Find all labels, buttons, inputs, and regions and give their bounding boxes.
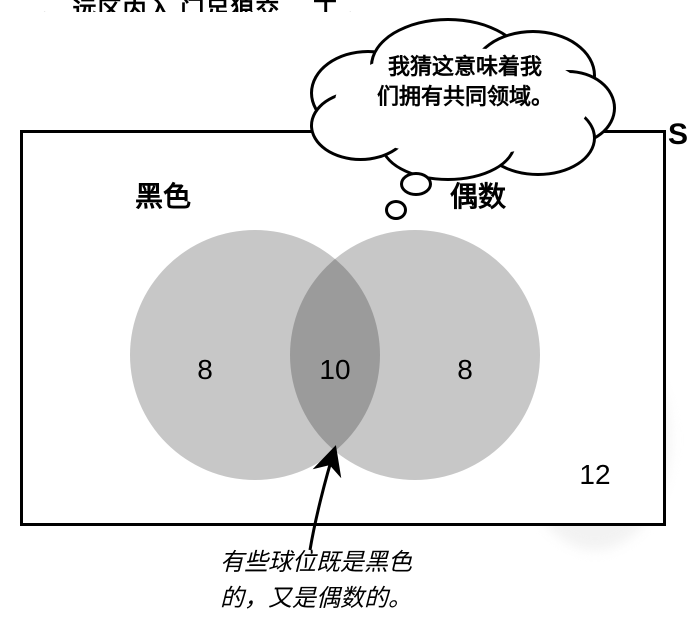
thought-dot (400, 172, 432, 196)
thought-bubble: 我猜这意味着我 们拥有共同领域。 (0, 0, 700, 220)
venn-value-right-only: 8 (457, 354, 473, 386)
caption-text: 有些球位既是黑色 的，又是偶数的。 (220, 545, 412, 617)
thought-dot (385, 200, 407, 220)
venn-value-outside: 12 (579, 459, 610, 491)
thought-bubble-text: 我猜这意味着我 们拥有共同领域。 (330, 52, 600, 111)
venn-value-left-only: 8 (197, 354, 213, 386)
venn-value-intersection: 10 (319, 354, 350, 386)
